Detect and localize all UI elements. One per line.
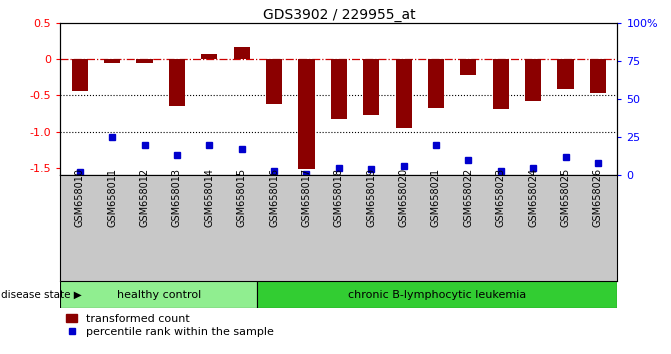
Bar	[104, 59, 120, 63]
Bar	[136, 59, 153, 63]
Text: disease state ▶: disease state ▶	[1, 290, 81, 300]
Title: GDS3902 / 229955_at: GDS3902 / 229955_at	[262, 8, 415, 22]
Bar	[493, 59, 509, 109]
Bar	[590, 59, 606, 93]
Bar	[299, 59, 315, 170]
Bar	[234, 47, 250, 59]
Bar	[525, 59, 541, 101]
Bar	[331, 59, 347, 119]
Bar	[169, 59, 185, 106]
Legend: transformed count, percentile rank within the sample: transformed count, percentile rank withi…	[66, 314, 274, 337]
Bar	[257, 281, 617, 308]
Bar	[460, 59, 476, 75]
Bar	[558, 59, 574, 89]
Bar	[60, 281, 257, 308]
Bar	[266, 59, 282, 104]
Bar	[428, 59, 444, 108]
Bar	[201, 54, 217, 59]
Bar	[363, 59, 379, 115]
Text: chronic B-lymphocytic leukemia: chronic B-lymphocytic leukemia	[348, 290, 526, 300]
Text: healthy control: healthy control	[117, 290, 201, 300]
Bar	[395, 59, 412, 128]
Bar	[72, 59, 88, 91]
